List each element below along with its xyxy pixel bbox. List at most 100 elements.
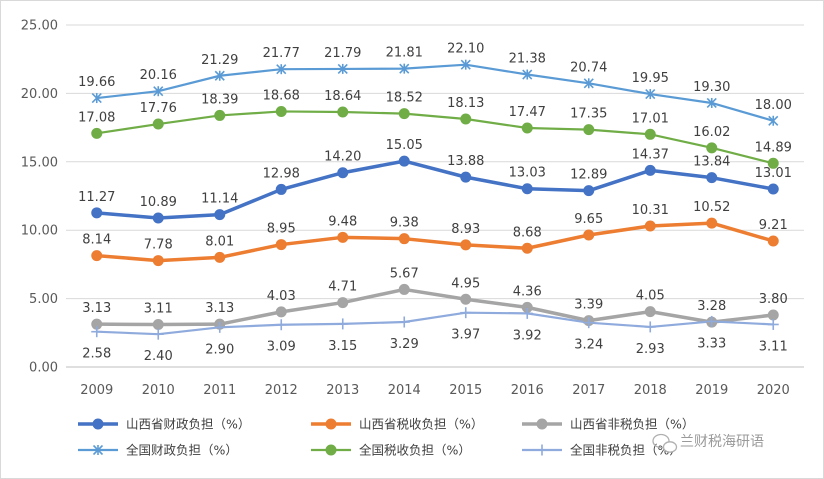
data-label: 12.89 [570,168,607,183]
data-point [337,63,348,74]
x-tick-label: 2012 [265,383,298,398]
series-line [95,287,775,327]
data-label: 20.16 [140,68,177,83]
data-label: 9.48 [328,214,357,229]
data-label: 12.98 [263,166,300,181]
data-point [152,118,164,130]
data-label: 3.29 [390,337,419,352]
data-point [522,69,533,80]
data-label: 17.01 [632,111,669,126]
x-tick-label: 2020 [757,383,790,398]
data-label: 9.38 [390,216,419,231]
data-label: 18.00 [755,98,792,113]
data-point [276,64,287,75]
data-point [460,307,472,319]
data-labels: 11.27 10.89 11.14 12.98 14.20 15.05 13.88 13.03… [78,42,792,364]
x-tick-label: 2016 [511,383,544,398]
data-point [521,122,533,134]
wechat-icon [652,433,678,453]
data-label: 10.31 [632,203,669,218]
x-tick-label: 2018 [634,383,667,398]
data-point [214,70,225,81]
data-point [767,318,779,330]
data-point [583,124,595,136]
series-lines [95,63,775,336]
data-point [398,233,410,245]
data-point [337,297,349,309]
gridlines [66,24,804,368]
data-point [767,309,779,321]
data-point [706,217,718,229]
data-point [91,92,102,104]
data-point [644,220,656,232]
data-label: 3.97 [451,328,480,343]
data-point [398,155,410,167]
data-point [398,108,410,120]
data-point [583,317,595,329]
data-point [325,418,337,430]
data-label: 3.28 [697,299,726,314]
data-point [644,321,656,333]
data-point [460,239,472,251]
watermark-text: 兰财税海研语 [680,434,764,450]
data-point [706,315,718,327]
data-label: 18.39 [201,92,238,107]
series-line [95,311,775,336]
y-tick-label: 25.00 [21,19,58,34]
x-tick-label: 2014 [388,383,421,398]
legend-label: 全国财政负担（%） [126,443,238,458]
data-point [91,127,103,139]
y-tick-label: 15.00 [21,155,58,170]
data-point [583,185,595,197]
legend-label: 全国非税负担（%） [570,443,682,458]
data-label: 21.77 [263,46,300,61]
legend-label: 山西省财政负担（%） [126,417,250,432]
data-point [767,157,779,169]
data-label: 15.05 [386,138,423,153]
data-label: 21.38 [509,52,546,67]
data-point [399,63,410,74]
data-label: 14.20 [324,150,361,165]
data-label: 13.01 [755,166,792,181]
y-axis-ticks: 0.00 5.00 10.00 15.00 20.00 25.00 [21,19,58,376]
data-point [152,255,164,267]
data-label: 19.66 [78,75,115,90]
series-markers [91,59,779,340]
data-point [275,183,287,195]
data-label: 18.68 [263,88,300,103]
data-point [275,239,287,251]
data-point [214,321,226,333]
x-tick-label: 2013 [326,383,359,398]
data-label: 16.02 [693,125,730,140]
data-label: 21.79 [324,46,361,61]
data-point [91,207,103,219]
data-label: 4.71 [328,280,357,295]
data-point [644,128,656,140]
data-label: 14.37 [632,147,669,162]
data-label: 19.95 [632,71,669,86]
y-tick-label: 5.00 [29,292,58,307]
data-point [706,142,718,154]
data-label: 2.93 [636,342,665,357]
data-label: 17.08 [78,110,115,125]
data-label: 11.27 [78,190,115,205]
data-label: 5.67 [390,266,419,281]
data-label: 18.52 [386,91,423,106]
data-point [706,172,718,184]
data-label: 10.89 [140,195,177,210]
data-label: 3.11 [759,339,788,354]
data-label: 18.64 [324,89,361,104]
data-label: 8.01 [205,234,234,249]
data-label: 18.13 [447,96,484,111]
data-label: 13.88 [447,154,484,169]
data-label: 17.76 [140,101,177,116]
data-label: 3.11 [144,301,173,316]
data-label: 4.36 [513,284,542,299]
series-line [95,110,775,165]
legend-item: 全国非税负担（%） [522,443,682,458]
data-point [583,78,594,89]
data-label: 4.05 [636,289,665,304]
legend-item: 山西省非税负担（%） [522,417,694,432]
